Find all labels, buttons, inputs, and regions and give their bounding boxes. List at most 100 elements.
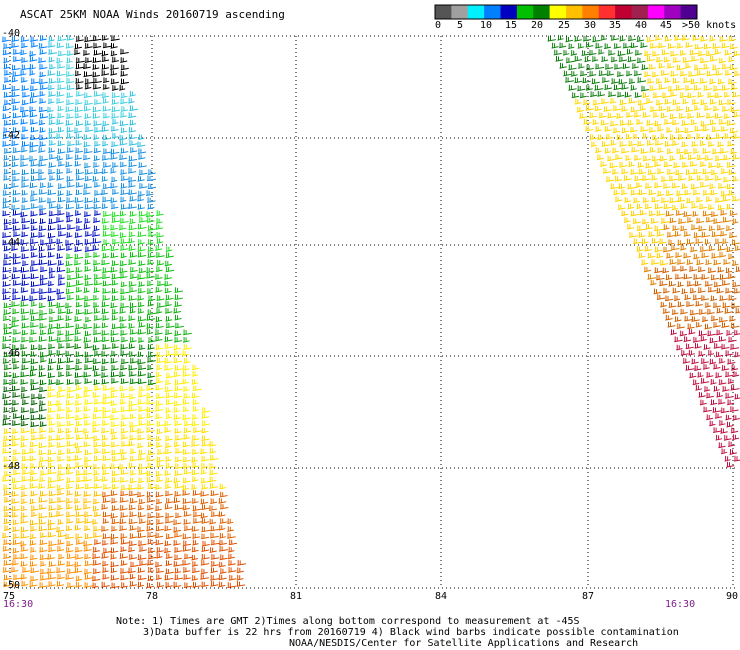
wind-barb — [608, 91, 617, 97]
wind-barb — [674, 35, 683, 41]
wind-barb — [47, 573, 57, 580]
wind-barb — [102, 344, 111, 350]
wind-barb — [706, 134, 716, 140]
wind-barb — [110, 125, 119, 132]
wind-barb — [671, 182, 680, 189]
wind-barb — [12, 449, 21, 455]
wind-barb — [619, 35, 626, 42]
wind-barb — [120, 281, 128, 288]
wind-barb — [713, 259, 722, 266]
wind-barb — [174, 428, 182, 434]
wind-barb — [710, 399, 718, 406]
wind-barb — [155, 400, 163, 406]
lon-label-78: 78 — [146, 591, 159, 602]
wind-barb — [632, 218, 642, 224]
wind-barb — [606, 70, 615, 77]
wind-barb — [38, 134, 48, 141]
wind-barb — [698, 350, 706, 357]
wind-barb — [570, 70, 578, 77]
wind-barb — [671, 265, 680, 272]
wind-barb — [65, 503, 73, 510]
wind-barb — [604, 84, 612, 90]
wind-barb — [732, 260, 739, 267]
legend-border — [434, 4, 698, 20]
wind-barb — [20, 42, 28, 49]
wind-barb — [650, 279, 657, 286]
wind-barb — [688, 349, 695, 356]
wind-barb — [2, 127, 10, 134]
wind-barb — [73, 259, 81, 266]
wind-barb — [712, 43, 721, 49]
wind-barb — [56, 77, 65, 84]
wind-barb — [82, 428, 90, 434]
wind-barb — [137, 413, 146, 420]
wind-barb — [12, 48, 22, 55]
wind-barb — [129, 434, 137, 441]
wind-barb — [677, 281, 684, 288]
wind-barb — [700, 377, 710, 384]
wind-barb — [11, 511, 19, 518]
wind-barb — [30, 288, 40, 294]
wind-barb — [174, 456, 183, 463]
wind-barb — [673, 162, 681, 169]
wind-barb — [721, 343, 730, 350]
wind-barb — [191, 456, 198, 463]
wind-barb — [3, 99, 11, 106]
wind-barb — [75, 476, 84, 483]
wind-barb — [715, 329, 724, 336]
wind-barb — [165, 266, 175, 273]
wind-barb — [20, 540, 27, 547]
wind-barb — [728, 35, 737, 42]
wind-barb — [726, 120, 736, 126]
wind-barb — [93, 203, 101, 210]
wind-barb — [12, 391, 21, 398]
wind-barb — [670, 244, 680, 251]
wind-barb — [718, 316, 728, 323]
wind-barb — [147, 449, 156, 456]
wind-barb — [120, 203, 130, 210]
wind-barb — [623, 217, 631, 223]
wind-barb — [155, 377, 164, 384]
wind-barb — [11, 490, 19, 497]
wind-barb — [601, 56, 609, 62]
wind-barb — [74, 442, 83, 449]
wind-barb — [621, 210, 629, 217]
wind-barb — [111, 273, 121, 280]
wind-barb — [155, 498, 163, 505]
wind-barb — [163, 420, 172, 427]
wind-barb — [165, 533, 174, 540]
wind-barb — [30, 351, 38, 357]
wind-barb — [683, 273, 692, 280]
wind-barb — [699, 246, 709, 252]
wind-barb — [66, 448, 76, 454]
wind-barb — [683, 211, 692, 217]
wind-barb — [192, 517, 202, 524]
legend-color-swatch — [435, 5, 452, 19]
wind-barb — [12, 533, 20, 539]
wind-barb — [600, 34, 608, 41]
wind-barb — [690, 183, 700, 190]
wind-barb — [119, 504, 128, 511]
wind-barb — [664, 295, 674, 302]
wind-barb — [129, 119, 137, 126]
wind-barb — [703, 43, 712, 50]
wind-barb — [669, 91, 678, 97]
wind-barb — [173, 407, 180, 413]
lon-label-90: 90 — [726, 591, 739, 602]
wind-barb — [218, 581, 226, 588]
wind-barb — [156, 456, 164, 463]
wind-barb — [721, 84, 730, 91]
wind-barb — [138, 281, 145, 287]
wind-barb — [2, 476, 12, 482]
wind-barb — [110, 377, 119, 384]
wind-barb — [717, 204, 725, 211]
wind-barb — [47, 42, 56, 48]
wind-barb — [102, 398, 112, 405]
wind-barb — [101, 539, 109, 546]
wind-barb — [10, 566, 19, 573]
wind-barb — [73, 49, 81, 55]
wind-barb — [92, 64, 100, 70]
wind-barb — [128, 259, 137, 265]
wind-barb — [3, 168, 10, 175]
wind-barb — [47, 519, 55, 526]
